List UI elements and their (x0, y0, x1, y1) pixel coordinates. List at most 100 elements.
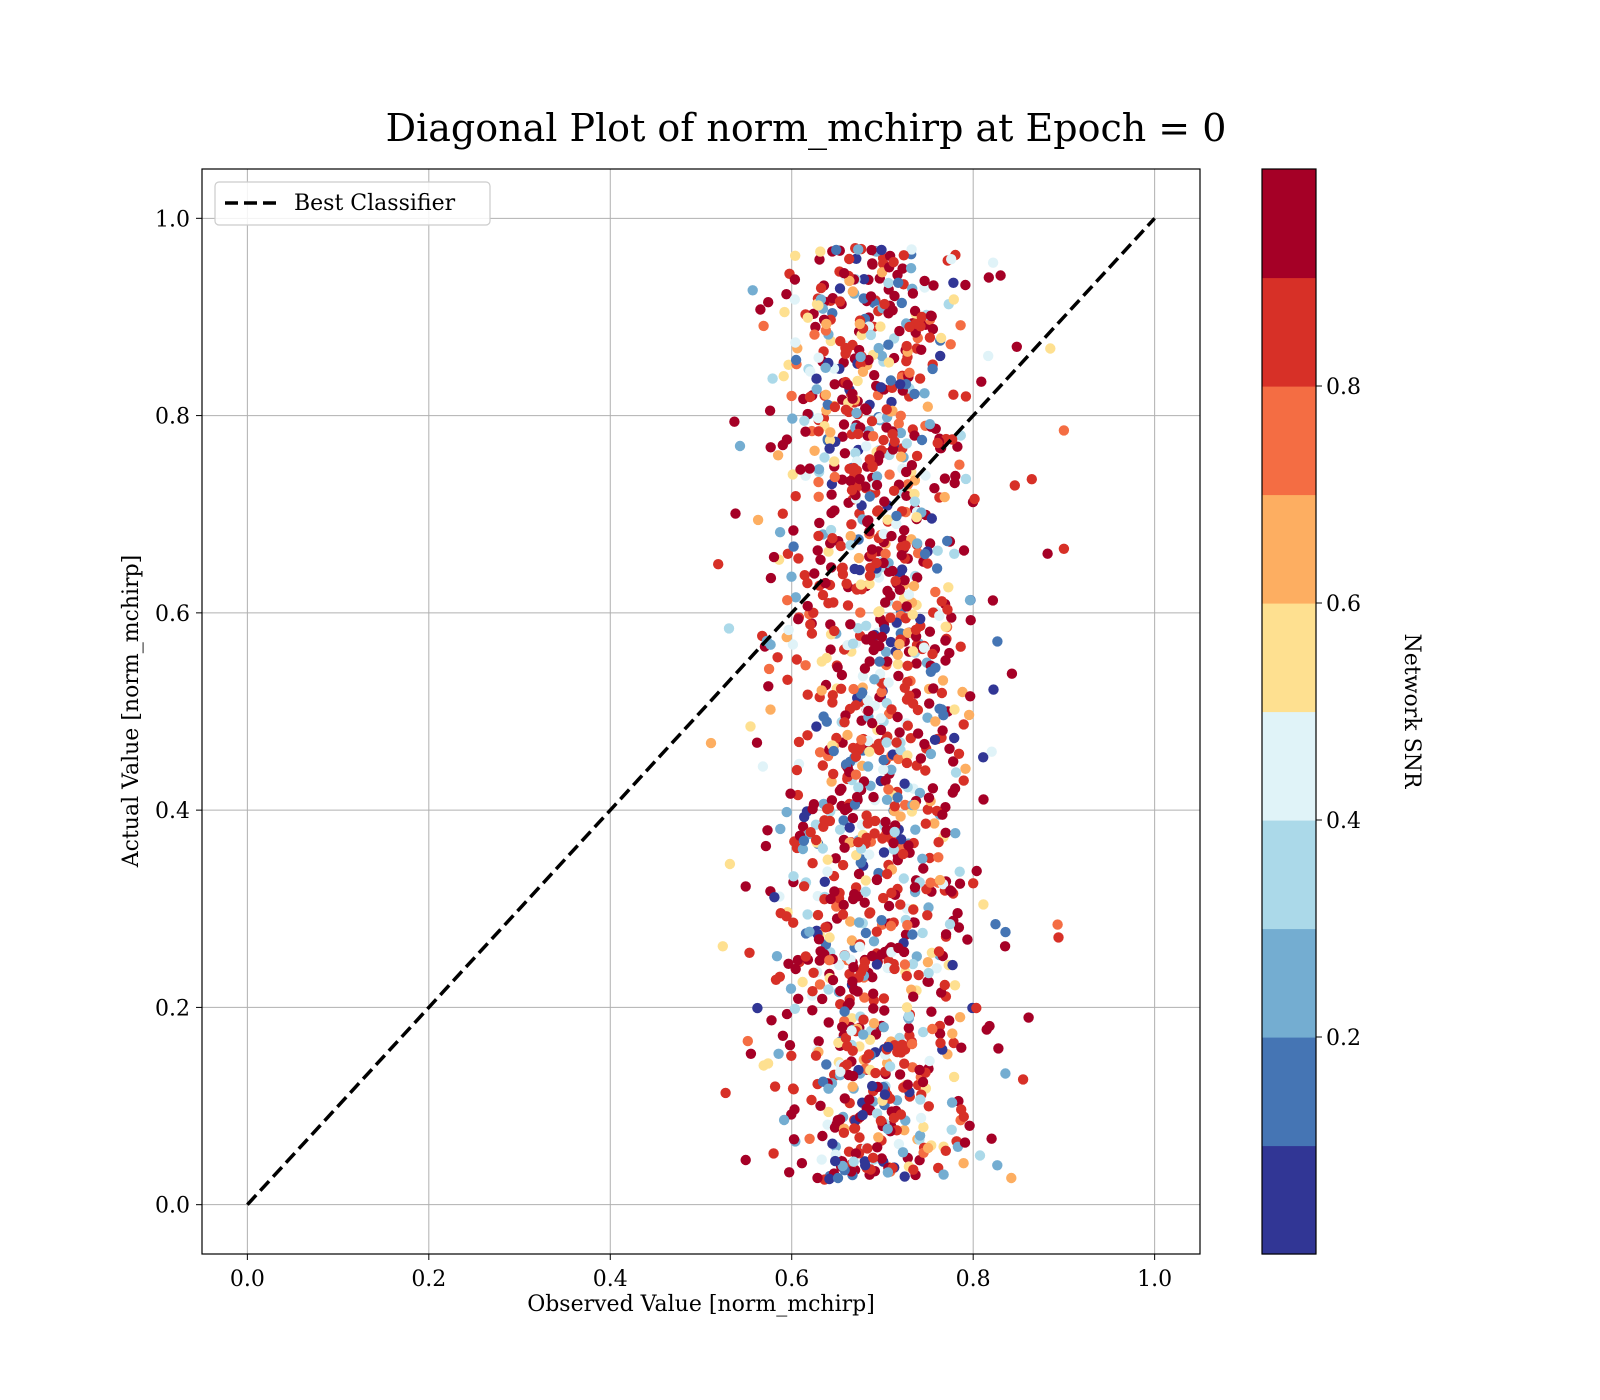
scatter-point (770, 974, 782, 985)
scatter-point (854, 473, 865, 485)
scatter-point (853, 837, 864, 848)
scatter-point (838, 899, 849, 911)
scatter-point (806, 1094, 817, 1106)
scatter-point (936, 704, 947, 715)
scatter-point (922, 1142, 934, 1154)
scatter-point (924, 538, 936, 549)
scatter-point (928, 683, 939, 694)
scatter-point (942, 604, 953, 615)
scatter-point (793, 736, 805, 748)
scatter-point (823, 1106, 834, 1118)
scatter-point (890, 575, 901, 587)
scatter-point (866, 244, 877, 256)
colorbar-segment (1262, 1037, 1316, 1147)
scatter-point (852, 375, 863, 387)
colorbar-segment (1262, 603, 1316, 713)
scatter-point (893, 753, 904, 765)
scatter-point (895, 410, 906, 421)
colorbar-segment (1262, 1145, 1316, 1255)
scatter-point (742, 1035, 753, 1047)
scatter-point (896, 297, 907, 309)
scatter-point (859, 992, 870, 1003)
scatter-point (902, 627, 914, 638)
scatter-point (912, 728, 924, 739)
scatter-point (745, 1048, 757, 1060)
scatter-point (795, 464, 806, 475)
scatter-point (832, 1172, 844, 1184)
scatter-point (917, 1026, 929, 1038)
scatter-point (924, 626, 936, 637)
scatter-point (922, 910, 933, 921)
scatter-point (797, 976, 808, 988)
scatter-point (986, 1133, 997, 1144)
scatter-point (872, 1142, 883, 1153)
scatter-point (729, 416, 740, 427)
scatter-point (1058, 543, 1070, 554)
scatter-point (882, 1041, 894, 1053)
scatter-point (945, 339, 956, 350)
scatter-point (804, 926, 815, 937)
scatter-point (777, 1030, 789, 1042)
scatter-point (847, 286, 858, 297)
scatter-point (862, 695, 873, 706)
scatter-point (817, 760, 828, 771)
scatter-point (1000, 1068, 1011, 1079)
scatter-point (948, 389, 959, 400)
scatter-point (1053, 932, 1064, 943)
scatter-point (919, 388, 930, 399)
scatter-point (893, 670, 904, 682)
scatter-point (860, 886, 871, 897)
scatter-point (809, 445, 820, 456)
scatter-point (825, 524, 837, 536)
scatter-point (822, 866, 833, 877)
scatter-point (917, 1076, 929, 1088)
scatter-point (909, 388, 920, 400)
scatter-point (807, 858, 818, 869)
scatter-point (861, 810, 872, 821)
y-tick-label: 0.4 (155, 799, 190, 824)
scatter-point (842, 379, 853, 390)
scatter-point (918, 1121, 929, 1133)
scatter-point (892, 792, 903, 803)
scatter-point (964, 1120, 975, 1132)
scatter-point (889, 963, 900, 975)
scatter-point (824, 443, 835, 454)
scatter-point (845, 916, 856, 927)
scatter-point (802, 689, 813, 700)
scatter-point (903, 1010, 915, 1022)
scatter-point (897, 263, 908, 274)
scatter-point (855, 351, 866, 363)
scatter-point (895, 451, 907, 462)
scatter-point (751, 737, 763, 748)
scatter-point (807, 986, 818, 997)
scatter-point (882, 1123, 893, 1135)
scatter-point (940, 635, 951, 646)
best-classifier-line (246, 217, 1156, 1206)
scatter-point (824, 1173, 835, 1185)
scatter-point (757, 761, 769, 772)
scatter-point (907, 646, 919, 657)
scatter-point (813, 464, 825, 475)
scatter-point (902, 676, 913, 688)
scatter-point (878, 528, 889, 540)
scatter-point (880, 816, 891, 828)
scatter-point (908, 904, 919, 915)
scatter-point (1045, 343, 1056, 354)
scatter-point (954, 866, 965, 877)
scatter-point (819, 452, 830, 463)
scatter-point (958, 719, 969, 730)
scatter-point (954, 459, 965, 470)
scatter-point (747, 285, 758, 296)
scatter-point (864, 1094, 875, 1105)
scatter-point (705, 737, 717, 749)
scatter-point (885, 636, 897, 648)
scatter-point (895, 427, 907, 439)
scatter-point (863, 515, 874, 526)
scatter-point (813, 300, 824, 311)
scatter-point (740, 881, 751, 892)
scatter-point (793, 614, 804, 625)
scatter-point (882, 514, 893, 525)
scatter-point (920, 818, 931, 829)
scatter-point (758, 320, 769, 332)
scatter-point (812, 909, 824, 921)
